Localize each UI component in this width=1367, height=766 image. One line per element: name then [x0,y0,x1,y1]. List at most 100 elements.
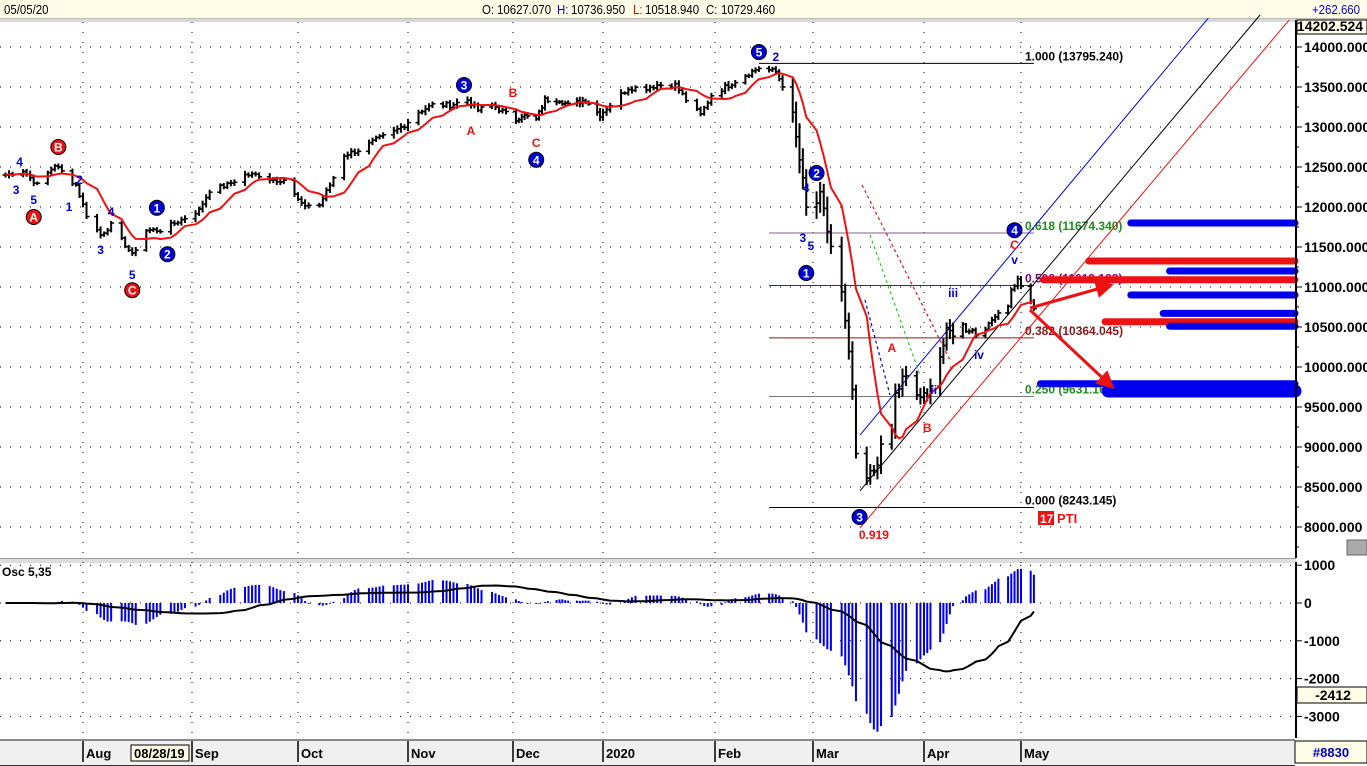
month-labels: Aug Sep Oct Nov Dec 2020 Feb Mar Apr May [82,741,1050,762]
ohlc-bar [718,88,725,99]
ohlc-bar [178,216,185,226]
down-arrow [1028,308,1115,390]
ohlc-bar [722,82,729,95]
month-label: Dec [516,746,540,761]
price-tick-label: 12500.000 [1304,159,1367,175]
ohlc-bar [97,226,104,239]
price-axis-top-value: 14202.524 [1297,18,1363,34]
ohlc-bar [305,202,312,209]
month-label: May [1024,746,1050,761]
moving-average-line [5,72,1035,440]
wave-label: 4 [16,155,23,169]
ohlc-bar [995,309,1002,321]
wave-label: 2 [76,173,83,187]
ohlc-bar [373,135,380,142]
scale-icon[interactable] [1346,539,1367,556]
ohlc-bar [903,366,910,387]
ohlc-bar [793,101,800,148]
ohlc-bar [992,314,999,323]
month-label: Oct [301,746,323,761]
ohlc-bar [390,126,397,139]
ohlc-bar [397,123,404,133]
ohlc-bar [672,80,679,91]
wave-label: 4 [108,205,115,219]
ohlc-bar [101,231,108,237]
wave-circle [159,246,176,263]
fib-label: 0.000 (8243.145) [1025,494,1116,508]
ohlc-bar [249,171,256,178]
wave-circle-label: 1 [798,265,815,281]
close-value: 10729.460 [721,2,776,17]
trend-line [869,234,921,376]
month-label: Mar [816,746,839,761]
ohlc-bar [369,137,376,146]
wave-circle [750,44,767,61]
osc-tick-label: -2000 [1304,671,1340,687]
ohlc-bar [704,100,711,110]
wave-circle [456,77,472,93]
cursor-date-box [130,744,190,762]
ohlc-bar [108,221,115,233]
ohlc-bar [34,181,41,186]
ohlc-bar [878,435,885,474]
trend-line [864,299,891,396]
wave-circle [50,139,67,155]
projection-arrows [1028,280,1115,390]
ohlc-bar [330,175,337,188]
ohlc-bar [280,178,287,185]
ohlc-bar [129,247,136,256]
wave-circle [528,151,545,168]
ohlc-bar [192,210,199,223]
quote-header: 05/05/20 O: 10627.070 H: 10736.950 L: 10… [0,0,1367,19]
ohlc-bar [326,182,333,193]
wave-label: A [467,124,476,138]
wave-label: 0.919 [859,528,889,542]
ohlc-bar [242,170,248,186]
bar-count: #8830 [1313,745,1349,760]
price-tick-label: 13500.000 [1304,79,1367,95]
ohlc-bar [231,179,238,187]
ohlc-bar [544,96,551,104]
wave-number: C [128,284,137,298]
ohlc-bar [196,206,203,217]
ohlc-bar [80,193,86,208]
ohlc-bar [842,283,849,329]
fib-label: 1.000 (13795.240) [1025,49,1123,63]
wave-circle [124,282,141,299]
ohlc-bar [440,101,446,109]
fib-label: 0.382 (10364.045) [1025,324,1123,338]
ohlc-bar [143,229,150,252]
price-tick-label: 14000.000 [1304,39,1367,55]
osc-title: Osc 5,35 [2,565,52,579]
header-date: 05/05/20 [4,2,49,17]
pti-badge [1038,511,1054,525]
ohlc-bar [946,319,953,340]
panel-divider[interactable] [0,558,1296,563]
ohlc-bar [83,201,90,220]
price-tick-label: 12000.000 [1304,199,1367,215]
ohlc-bar [341,153,348,181]
ohlc-bar [355,148,362,157]
osc-tick-label: -3000 [1304,708,1340,724]
wave-circle [808,165,825,181]
wave-circle-label: 3 [851,509,868,525]
ohlc-bar [1018,276,1024,290]
ohlc-bar [104,228,111,236]
osc-tick-label: 1000 [1304,557,1335,573]
wave-circle-label: C [124,282,141,299]
ohlc-bar [365,139,372,155]
ohlc-bar [725,81,732,92]
ohlc-bar [824,196,831,244]
price-axis-top-box [1296,19,1367,35]
price-tick-label: 11000.000 [1304,279,1367,295]
ohlc-bar [852,384,859,459]
wave-label: 4 [803,181,810,195]
ohlc-bar [657,81,664,89]
price-tick-label: 11500.000 [1304,239,1367,255]
wave-label: 2 [772,50,779,64]
ohlc-bar [943,322,950,351]
open-label: O: [482,2,495,17]
wave-number: 4 [533,153,540,167]
fib-label: 0.618 (11674.340) [1025,219,1122,233]
